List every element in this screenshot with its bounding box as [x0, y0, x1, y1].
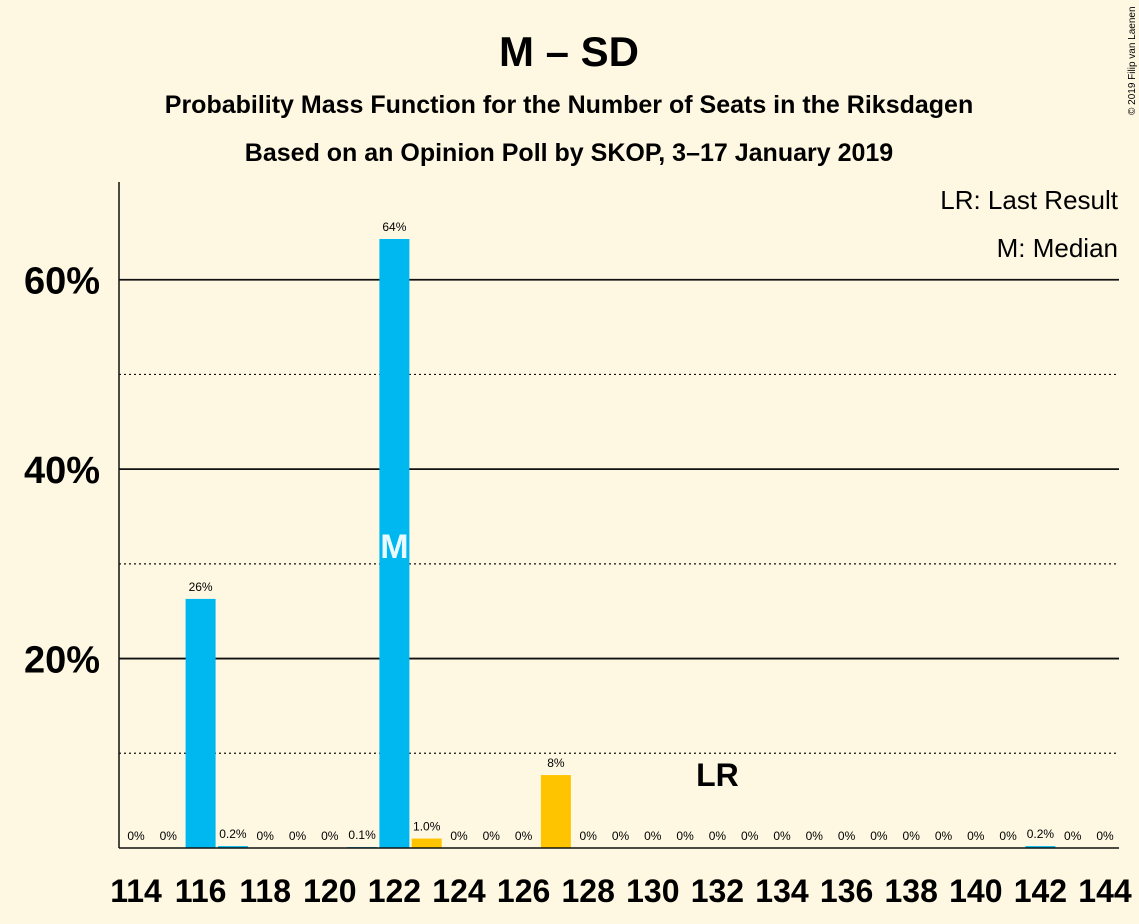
legend-last-result: LR: Last Result [940, 185, 1119, 215]
bar-value-label: 0.2% [1027, 827, 1055, 841]
bar-value-label: 0% [999, 829, 1017, 843]
bar-value-label: 0% [644, 829, 662, 843]
bar-value-label: 0% [289, 829, 307, 843]
gridlines [119, 278, 1119, 754]
bar [217, 846, 248, 848]
bar-value-label: 0% [773, 829, 791, 843]
bar-value-label: 0% [160, 829, 178, 843]
bar-value-label: 0% [1064, 829, 1082, 843]
bar-value-label: 0% [580, 829, 598, 843]
bar-value-label: 8% [547, 756, 565, 770]
bar-value-label: 0% [450, 829, 468, 843]
bar [1025, 846, 1056, 848]
bar-value-label: 0% [903, 829, 921, 843]
x-tick-label: 114 [110, 873, 162, 909]
last-result-marker: LR [696, 757, 739, 793]
x-tick-label: 122 [368, 873, 421, 909]
bar-value-label: 0% [257, 829, 275, 843]
bar [185, 598, 216, 848]
y-axis-ticks: 20% 40% 60% [24, 261, 100, 682]
bar-label-background [182, 572, 219, 593]
bar-value-label: 0.2% [219, 827, 247, 841]
legend-background [925, 182, 1121, 268]
x-tick-label: 134 [755, 873, 809, 909]
bar-value-label: 0.1% [348, 828, 376, 842]
bar [411, 838, 442, 848]
x-tick-label: 144 [1078, 873, 1132, 909]
bar [540, 775, 571, 848]
x-tick-label: 120 [303, 873, 356, 909]
bar-value-label: 0% [612, 829, 630, 843]
legend-median: M: Median [997, 233, 1118, 263]
bar-value-label: 0% [838, 829, 856, 843]
x-tick-label: 130 [626, 873, 679, 909]
bar-value-label: 1.0% [413, 820, 441, 834]
x-tick-label: 124 [432, 873, 486, 909]
x-tick-label: 140 [949, 873, 1002, 909]
markers: M LR [380, 528, 738, 793]
x-axis-ticks: 114 116 118 120 122 124 126 128 130 132 134 136 138 1… [110, 873, 1132, 909]
bar [379, 238, 410, 849]
x-tick-label: 128 [562, 873, 615, 909]
bar-value-label: 0% [127, 829, 145, 843]
y-tick-label: 20% [24, 640, 100, 682]
bar-value-label: 0% [870, 829, 888, 843]
bar-value-label: 0% [321, 829, 339, 843]
bar-value-label: 0% [967, 829, 985, 843]
bar-value-label: 0% [935, 829, 953, 843]
x-tick-label: 132 [691, 873, 744, 909]
bar-value-label: 0% [709, 829, 727, 843]
bar-value-label: 0% [1096, 829, 1114, 843]
bar-value-label: 26% [189, 580, 213, 594]
x-tick-label: 118 [239, 873, 291, 909]
y-tick-label: 40% [24, 450, 100, 492]
x-tick-label: 138 [885, 873, 938, 909]
copyright-note: © 2019 Filip van Laenen [1127, 6, 1138, 115]
bar-value-label: 0% [483, 829, 501, 843]
bar-value-label: 0% [741, 829, 759, 843]
bar-value-label: 0% [515, 829, 533, 843]
median-marker: M [380, 528, 408, 566]
chart-subtitle-2: Based on an Opinion Poll by SKOP, 3–17 J… [245, 139, 893, 167]
bar-value-label: 0% [806, 829, 824, 843]
x-tick-label: 136 [820, 873, 873, 909]
chart-subtitle-1: Probability Mass Function for the Number… [165, 91, 973, 119]
x-tick-label: 116 [175, 873, 227, 909]
chart-title: M – SD [499, 28, 639, 75]
bar-labels: 0% 0% 26% 0.2% 0% 0% 0% 0.1% 64% 1.0% 0% 0% 0% 8% 0% 0%… [127, 212, 1114, 843]
x-tick-label: 142 [1014, 873, 1067, 909]
x-tick-label: 126 [497, 873, 550, 909]
bar-value-label: 0% [676, 829, 694, 843]
y-tick-label: 60% [24, 261, 100, 303]
bars [185, 238, 1056, 849]
bar-label-background [376, 212, 413, 233]
bar-value-label: 64% [382, 220, 406, 234]
